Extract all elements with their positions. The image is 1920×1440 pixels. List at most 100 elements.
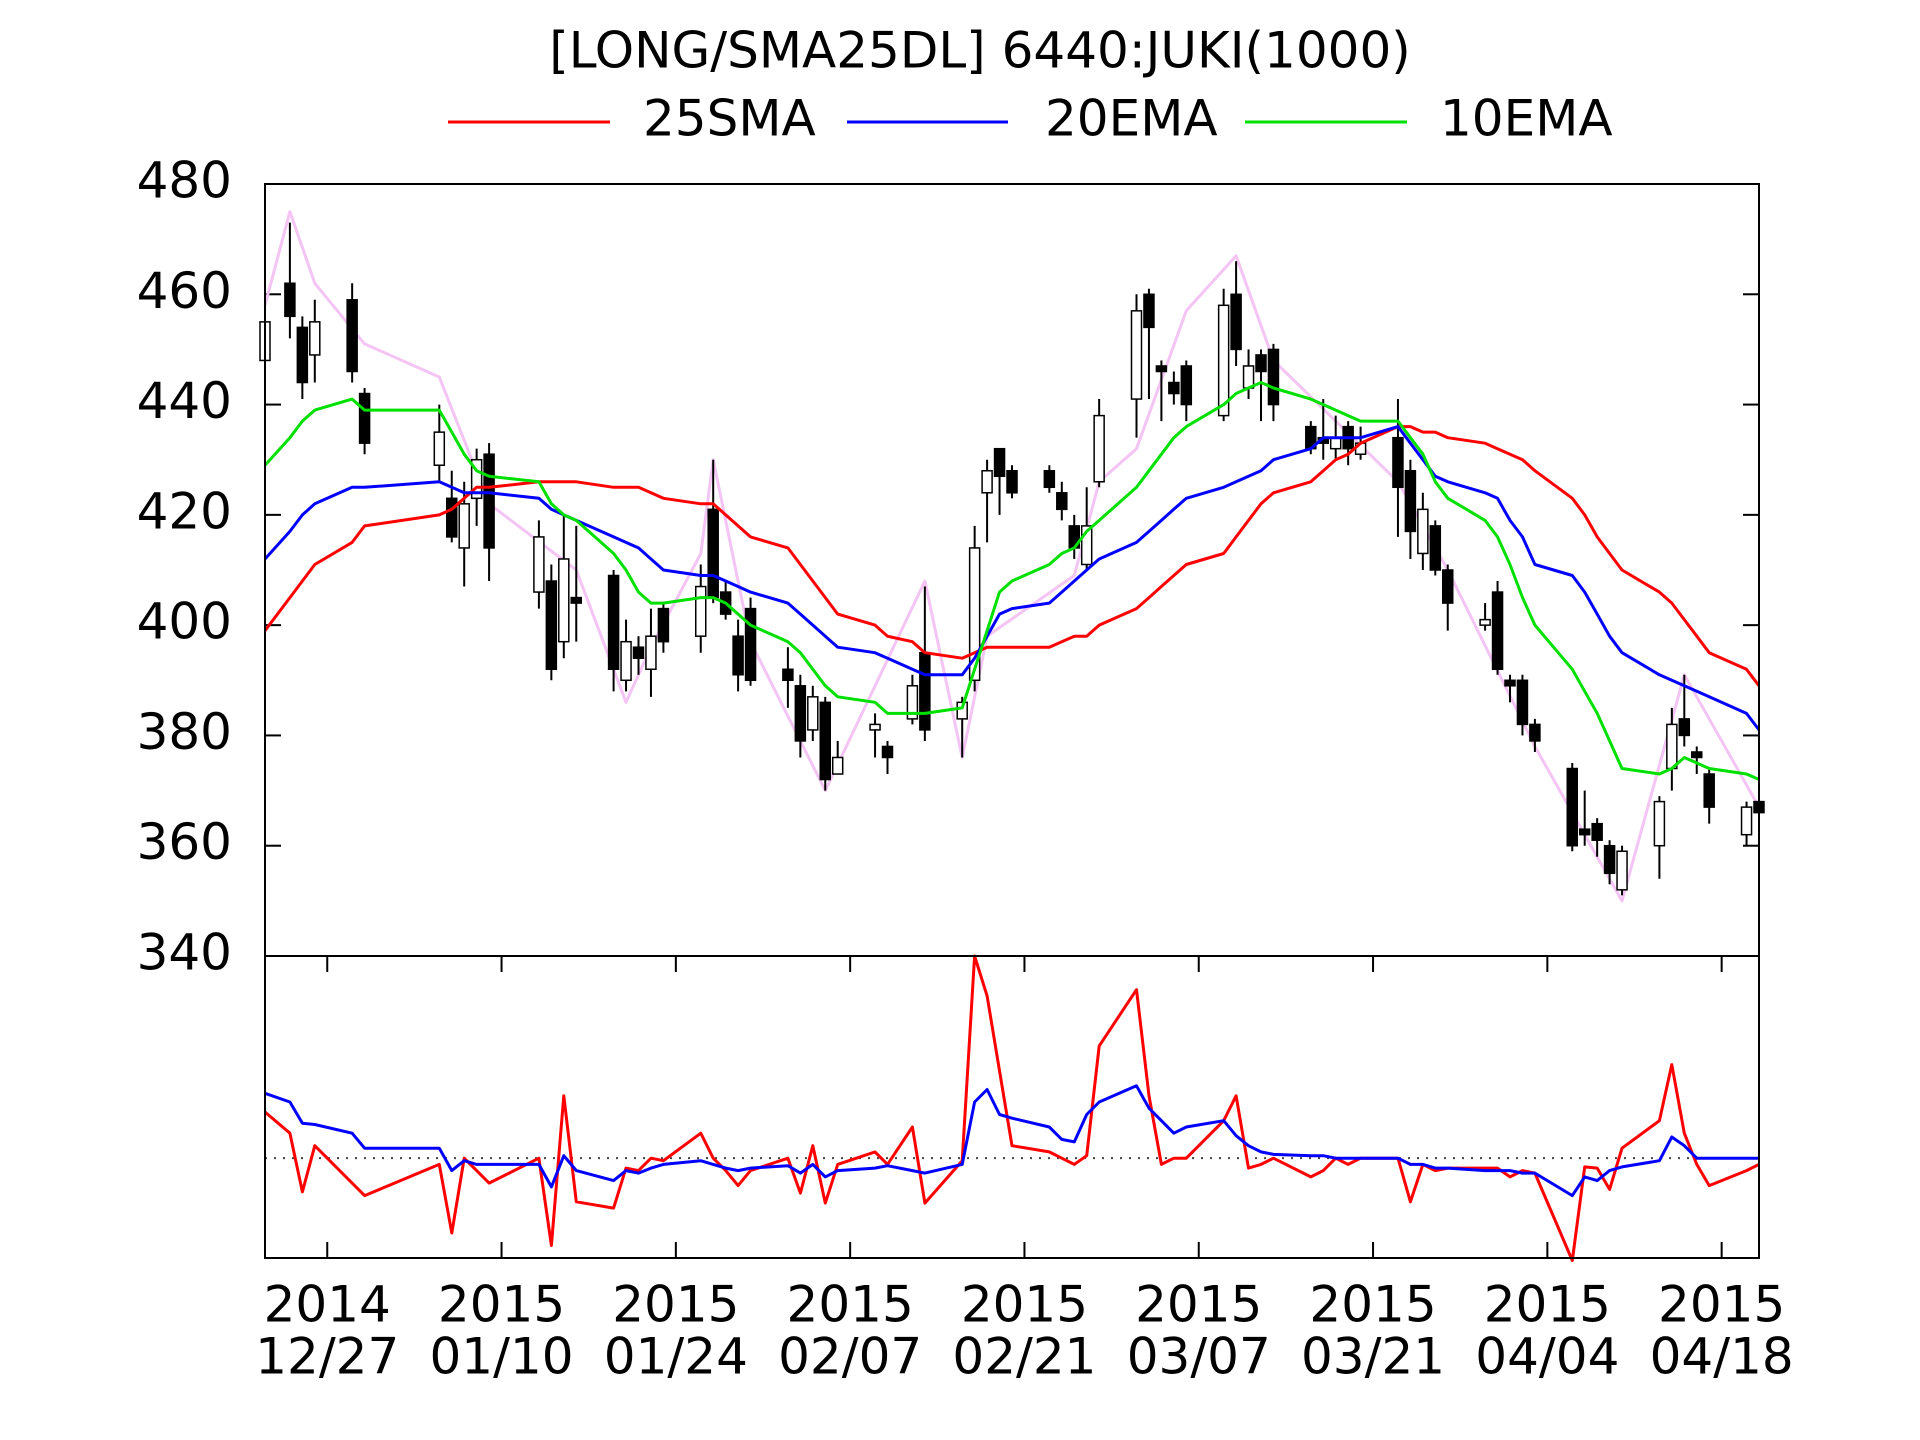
candle-body: [819, 701, 831, 781]
candle-body: [483, 453, 495, 549]
candle-body: [1740, 806, 1753, 836]
candle-body: [782, 668, 794, 682]
candle-body: [1603, 844, 1616, 875]
candle-body: [1006, 469, 1018, 494]
legend-label: 20EMA: [1045, 90, 1218, 148]
candle-body: [906, 685, 919, 720]
x-tick-year: 2015: [612, 1276, 739, 1334]
candle-body: [358, 392, 371, 444]
ma-line: [263, 425, 1761, 687]
lower-frame: [264, 955, 1760, 1259]
candle-body: [1479, 618, 1491, 626]
candle-body: [993, 447, 1006, 478]
candle-body: [1080, 525, 1093, 566]
candle-body: [1578, 828, 1591, 836]
candle-body: [1242, 365, 1255, 389]
candle-body: [1653, 800, 1666, 847]
candle-body: [296, 326, 309, 384]
candle-body: [1417, 508, 1429, 555]
candle-body: [1329, 436, 1342, 450]
candle-body: [1180, 365, 1193, 406]
candle-body: [807, 696, 819, 731]
candle-body: [1691, 751, 1703, 759]
candle-body: [446, 497, 458, 538]
x-tick-label: 04/04: [1475, 1328, 1619, 1386]
candle-body: [1442, 569, 1454, 604]
candle-body: [1666, 723, 1678, 770]
ma-line: [263, 381, 1760, 781]
candle-body: [1392, 436, 1404, 489]
y-tick-label: 440: [137, 372, 232, 430]
candle-body: [794, 685, 807, 742]
x-tick-year: 2015: [1658, 1276, 1785, 1334]
candle-body: [744, 607, 757, 682]
legend-label: 10EMA: [1440, 90, 1613, 148]
x-tick-label: 02/07: [778, 1328, 922, 1386]
candle-body: [1491, 591, 1504, 671]
candle-body: [558, 558, 570, 643]
y-tick-label: 360: [137, 813, 232, 871]
candle-body: [1678, 718, 1691, 737]
x-tick-label: 01/24: [604, 1328, 748, 1386]
candle-body: [570, 596, 582, 604]
candle-body: [1591, 822, 1603, 841]
candle-body: [1043, 469, 1056, 489]
x-tick-year: 2015: [787, 1276, 914, 1334]
candle-body: [881, 745, 894, 759]
candle-body: [831, 756, 844, 775]
candle-body: [645, 635, 657, 671]
candle-body: [981, 469, 993, 494]
x-tick-label: 03/07: [1127, 1328, 1271, 1386]
candle-body: [707, 508, 719, 599]
candle-body: [1504, 679, 1516, 687]
x-tick-label: 12/27: [255, 1328, 399, 1386]
x-tick-year: 2015: [1135, 1276, 1262, 1334]
candle-body: [1516, 679, 1529, 726]
candle-body: [346, 299, 358, 373]
candle-body: [869, 723, 881, 731]
y-tick-label: 480: [137, 152, 232, 210]
x-tick-year: 2015: [438, 1276, 565, 1334]
candle-body: [545, 580, 558, 671]
candle-body: [968, 547, 981, 682]
x-tick-label: 01/10: [430, 1328, 574, 1386]
y-tick-label: 380: [137, 703, 232, 761]
candle-body: [956, 701, 968, 720]
x-tick-year: 2015: [961, 1276, 1088, 1334]
y-tick-label: 420: [137, 482, 232, 540]
candle-body: [1130, 310, 1143, 400]
candle-body: [1217, 304, 1230, 417]
x-tick-label: 02/21: [952, 1328, 1096, 1386]
x-tick-year: 2014: [264, 1276, 391, 1334]
candle-body: [458, 503, 470, 549]
y-tick-label: 400: [137, 593, 232, 651]
candle-body: [607, 574, 620, 671]
candle-body: [284, 282, 296, 318]
y-tick-label: 460: [137, 262, 232, 320]
candle-body: [732, 635, 744, 676]
candle-body: [1056, 492, 1068, 511]
legend-label: 25SMA: [643, 90, 816, 148]
candle-body: [470, 458, 483, 500]
candle-body: [1230, 293, 1242, 351]
candle-body: [1143, 293, 1155, 329]
candle-body: [1093, 414, 1105, 483]
indicator-line: [264, 954, 1760, 1262]
candle-body: [309, 321, 321, 356]
candle-body: [1529, 723, 1541, 742]
candle-body: [533, 536, 545, 593]
y-tick-label: 340: [137, 924, 232, 982]
chart-title: [LONG/SMA25DL] 6440:JUKI(1000): [549, 22, 1411, 80]
candle-body: [1155, 365, 1168, 373]
candle-body: [1429, 525, 1442, 571]
candle-body: [632, 646, 645, 659]
x-tick-year: 2015: [1484, 1276, 1611, 1334]
indicator-line: [264, 1084, 1759, 1198]
x-tick-label: 04/18: [1650, 1328, 1794, 1386]
candle-body: [1616, 850, 1628, 891]
candle-body: [1703, 773, 1715, 808]
candle-body: [1168, 381, 1180, 395]
x-tick-label: 03/21: [1301, 1328, 1445, 1386]
